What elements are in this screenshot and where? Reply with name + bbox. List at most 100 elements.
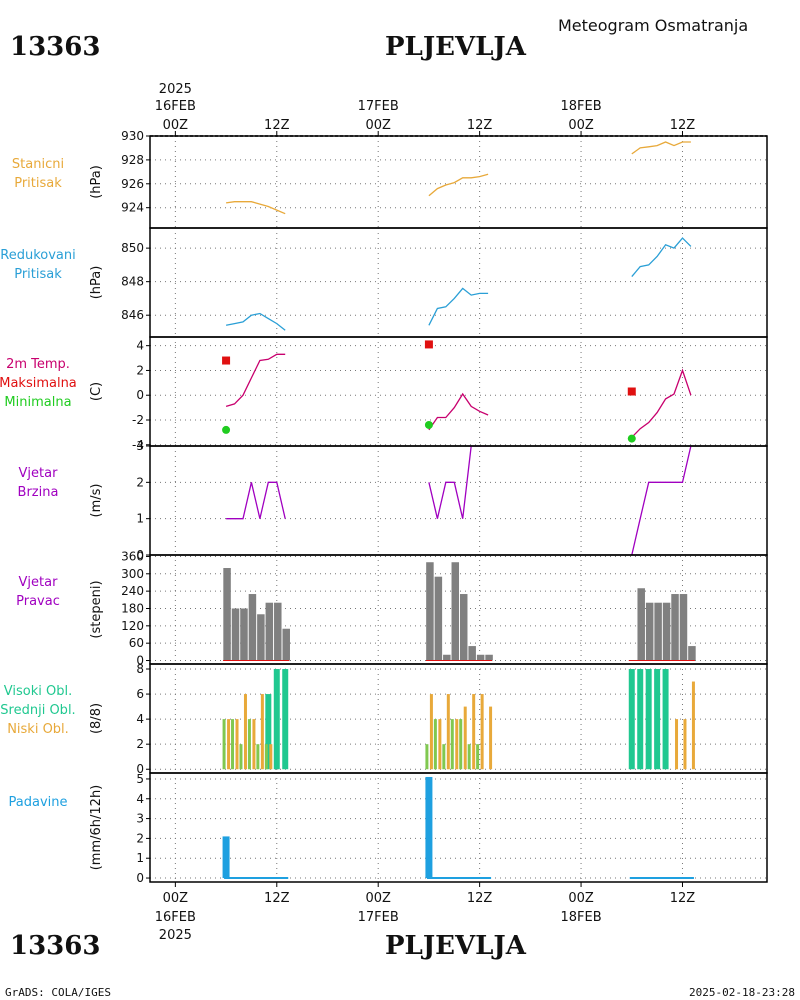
axis-unit-label: (hPa) bbox=[89, 266, 104, 300]
time-hour-bottom: 12Z bbox=[670, 891, 696, 906]
direction-bar bbox=[257, 614, 265, 661]
direction-bar bbox=[688, 646, 696, 661]
label-padavine: Padavine bbox=[9, 795, 68, 810]
panel-frame bbox=[149, 135, 768, 229]
series-line bbox=[225, 353, 286, 408]
cloud-bar bbox=[463, 706, 467, 770]
tmin-point bbox=[424, 420, 433, 429]
time-date-top: 18FEB bbox=[560, 99, 601, 114]
direction-bar bbox=[223, 568, 231, 661]
direction-bar bbox=[468, 646, 476, 661]
y-tick-label: 120 bbox=[121, 619, 144, 633]
y-tick-label: 4 bbox=[136, 712, 144, 726]
label-vjetar-1: Vjetar bbox=[19, 466, 59, 481]
axis-unit-label: (m/s) bbox=[89, 484, 104, 518]
cloud-bar bbox=[264, 744, 268, 770]
series-line bbox=[428, 446, 489, 519]
y-tick-label: 6 bbox=[136, 687, 144, 701]
gridlines: 0 1 2 3 4 5 bbox=[136, 772, 767, 885]
data-marks bbox=[222, 669, 695, 770]
cloud-bar bbox=[252, 719, 256, 770]
y-tick-label: 850 bbox=[121, 241, 144, 255]
series-line bbox=[225, 312, 286, 331]
time-year-bottom: 2025 bbox=[159, 928, 192, 943]
y-tick-label: 0 bbox=[136, 762, 144, 776]
precip-bar bbox=[222, 836, 230, 879]
y-tick-label: 928 bbox=[121, 153, 144, 167]
chart-title: Meteogram Osmatranja bbox=[558, 16, 748, 35]
direction-bar bbox=[645, 602, 654, 661]
time-hour-top: 12Z bbox=[467, 118, 493, 133]
y-tick-label: 846 bbox=[121, 308, 144, 322]
label-minimalna: Minimalna bbox=[4, 395, 71, 410]
cloud-bar bbox=[425, 744, 429, 770]
panel-frame bbox=[149, 227, 768, 338]
time-date-bottom: 18FEB bbox=[560, 910, 601, 925]
tmax-point bbox=[627, 387, 636, 396]
panel-2: 846 848 850 bbox=[121, 227, 768, 338]
series-line bbox=[631, 237, 692, 278]
cloud-bar bbox=[446, 694, 450, 770]
label-srednji: Srednji Obl. bbox=[0, 703, 75, 718]
cloud-bar bbox=[645, 669, 652, 770]
cloud-bar bbox=[222, 719, 226, 770]
precip-bar bbox=[425, 776, 433, 879]
station-name-top: PLJEVLJA bbox=[385, 32, 527, 62]
direction-bar bbox=[451, 562, 460, 661]
y-tick-label: 1 bbox=[136, 512, 144, 526]
direction-bar bbox=[459, 594, 468, 661]
series-line bbox=[631, 141, 691, 155]
time-hour-top: 12Z bbox=[670, 118, 696, 133]
direction-bar bbox=[485, 654, 493, 661]
time-hour-bottom: 12Z bbox=[264, 891, 290, 906]
y-tick-label: 2 bbox=[136, 475, 144, 489]
time-hour-bottom: 00Z bbox=[163, 891, 189, 906]
cloud-bar bbox=[472, 694, 476, 770]
label-pritisak-1: Pritisak bbox=[14, 176, 62, 191]
label-pravac: Pravac bbox=[16, 594, 60, 609]
cloud-bar bbox=[231, 719, 235, 770]
series-line bbox=[428, 173, 489, 197]
time-date-top: 17FEB bbox=[358, 99, 399, 114]
y-tick-label: 0 bbox=[136, 654, 144, 668]
gridlines: 924 926 928 930 bbox=[121, 129, 767, 228]
y-tick-label: 0 bbox=[136, 871, 144, 885]
y-tick-label: 2 bbox=[136, 831, 144, 845]
y-tick-label: 8 bbox=[136, 662, 144, 676]
cloud-bar bbox=[489, 706, 493, 770]
direction-bar bbox=[248, 594, 257, 661]
label-2m-temp: 2m Temp. bbox=[6, 357, 70, 372]
gridlines: 846 848 850 bbox=[121, 228, 767, 337]
time-year-top: 2025 bbox=[159, 82, 192, 97]
series-line bbox=[428, 392, 489, 431]
station-id-bottom: 13363 bbox=[10, 931, 100, 961]
time-hour-bottom: 00Z bbox=[365, 891, 391, 906]
direction-bar bbox=[662, 602, 671, 661]
cloud-bar bbox=[235, 719, 239, 770]
cloud-bar bbox=[433, 719, 437, 770]
tmax-point bbox=[222, 356, 231, 365]
label-redukovani: Redukovani bbox=[0, 248, 75, 263]
direction-bar bbox=[443, 654, 451, 661]
cloud-bar bbox=[260, 694, 264, 770]
cloud-bar bbox=[429, 694, 433, 770]
panel-3: -4 -2 0 2 4 bbox=[132, 336, 768, 452]
label-pritisak-2: Pritisak bbox=[14, 267, 62, 282]
footer-timestamp: 2025-02-18-23:28 bbox=[689, 986, 795, 999]
cloud-bar bbox=[637, 669, 644, 770]
cloud-bar bbox=[243, 694, 247, 770]
direction-bar bbox=[637, 588, 645, 661]
direction-bar bbox=[240, 608, 248, 661]
direction-bar bbox=[282, 628, 290, 661]
cloud-bar bbox=[480, 694, 484, 770]
time-date-bottom: 16FEB bbox=[155, 910, 196, 925]
time-hour-top: 00Z bbox=[365, 118, 391, 133]
cloud-bar bbox=[455, 719, 459, 770]
station-name-bottom: PLJEVLJA bbox=[385, 931, 527, 961]
tmin-point bbox=[627, 434, 636, 443]
axis-unit-label: (C) bbox=[89, 382, 104, 401]
direction-bar bbox=[671, 594, 679, 661]
panel-5: 0 60 120 180 240 300 360 bbox=[121, 549, 768, 668]
cloud-bar bbox=[265, 694, 272, 770]
panels-group: 924926928930846848850-4-2024012306012018… bbox=[121, 129, 768, 885]
